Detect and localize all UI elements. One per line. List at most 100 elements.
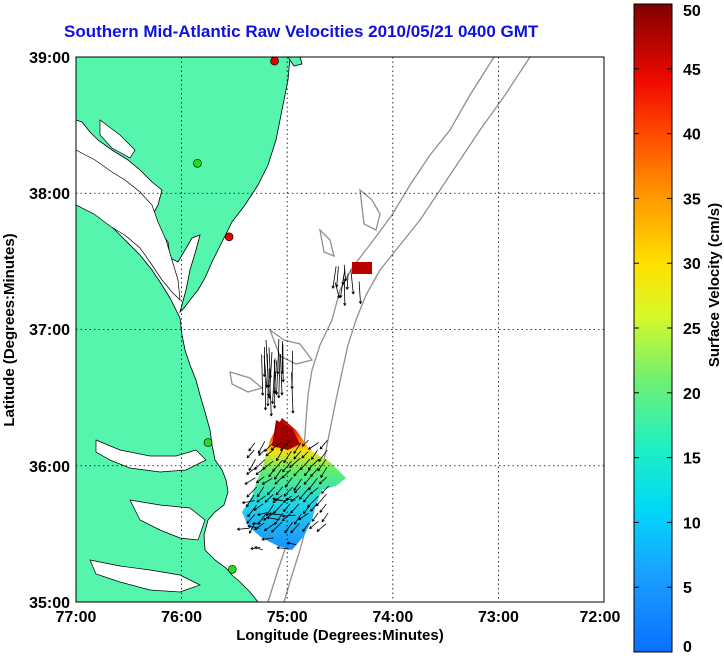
velocity-arrow [266,503,275,517]
velocity-arrow [241,500,255,505]
velocity-arrow [258,449,266,456]
velocity-arrow [261,537,274,541]
velocity-arrow [264,494,274,503]
station-marker [193,158,202,168]
velocity-arrow [301,439,309,447]
velocity-arrow [266,516,280,521]
radar-stations [193,57,279,574]
colorbar-label: Surface Velocity (cm/s) [706,203,723,367]
velocity-arrow [302,522,310,532]
map-title: Southern Mid-Atlantic Raw Velocities 201… [64,22,539,41]
velocity-arrow [291,372,295,414]
velocity-arrow [281,513,291,522]
x-tick-labels: 77:00 76:00 75:00 74:00 73:00 72:00 [56,609,621,626]
colorbar-tick-label: 40 [683,127,701,144]
y-tick-label: 38:00 [29,186,70,203]
velocity-arrow [270,521,283,533]
velocity-arrow [345,273,349,290]
velocity-arrow [255,468,264,476]
velocity-arrow [350,269,355,295]
velocity-arrow [319,439,328,450]
velocity-arrow [251,522,261,526]
y-tick-labels: 39:00 38:00 37:00 36:00 35:00 [29,50,70,612]
velocity-arrow [310,503,318,512]
velocity-arrow [303,494,311,503]
velocity-arrow [335,266,339,288]
map-layers [76,57,604,602]
colorbar-tick-label: 45 [683,62,701,79]
velocity-arrow [275,450,283,462]
velocity-arrow [283,450,292,464]
velocity-arrow [301,451,309,459]
velocity-arrow [280,354,284,396]
velocity-arrow [253,503,264,511]
y-axis-label: Latitude (Degrees:Minutes) [1,233,18,426]
colorbar [633,3,673,653]
velocity-arrow [289,457,301,468]
velocity-arrow [246,449,255,459]
velocity-arrow [298,487,310,500]
velocity-arrow [358,281,362,304]
velocity-arrow [309,487,319,495]
velocity-patch-offshore [352,262,372,274]
velocity-arrow [256,495,266,503]
colorbar-tick-label: 35 [683,191,701,208]
velocity-arrow [246,467,257,475]
station-marker [227,564,237,574]
land-delmarva [76,57,291,314]
colorbar-tick-label: 30 [683,256,701,273]
velocity-arrow [294,485,302,494]
velocity-arrow [343,264,348,282]
velocity-arrows [237,264,362,551]
x-tick-label: 73:00 [478,609,519,626]
velocity-arrow [283,503,291,513]
velocity-arrow [246,486,258,498]
velocity-arrow [318,476,328,485]
velocity-arrow [246,514,256,524]
velocity-arrow [321,485,329,494]
x-tick-label: 75:00 [267,609,308,626]
velocity-arrow [317,458,327,472]
velocity-arrow [311,512,319,522]
velocity-arrow [244,477,256,485]
velocity-arrow [281,344,285,383]
velocity-arrow [284,522,293,534]
velocity-arrow [268,512,282,516]
velocity-arrow [246,494,255,508]
velocity-arrow [254,546,263,551]
velocity-arrow [255,476,265,484]
velocity-arrow [343,280,347,306]
colorbar-tick-label: 15 [683,451,701,468]
velocity-arrow [266,353,270,397]
grid-lines [76,57,604,602]
y-tick-label: 35:00 [29,595,70,612]
land-layer [76,57,303,602]
station-marker [224,232,234,242]
colorbar-tick-label: 20 [683,386,701,403]
velocity-arrow [308,442,319,450]
velocity-arrow [302,505,310,515]
velocity-arrow [257,512,268,516]
velocity-arrow [290,523,300,534]
x-axis-label: Longitude (Degrees:Minutes) [236,627,444,644]
velocity-arrow [282,460,292,473]
station-marker [270,57,279,66]
velocity-arrow [283,486,293,497]
velocity-arrow [293,478,302,491]
velocity-arrow [237,527,250,531]
velocity-arrow [275,486,283,496]
velocity-arrow [319,503,327,513]
velocity-arrow [318,449,328,462]
y-tick-label: 37:00 [29,322,70,339]
colorbar-tick-label: 0 [683,639,692,656]
velocity-arrow [261,354,265,396]
velocity-arrow [263,377,268,411]
velocity-arrow [256,486,265,498]
y-tick-label: 36:00 [29,459,70,476]
velocity-patch-core [272,420,300,450]
velocity-arrow [261,477,273,485]
velocity-arrow [272,503,284,515]
velocity-arrow [263,523,276,532]
x-tick-label: 72:00 [580,609,621,626]
